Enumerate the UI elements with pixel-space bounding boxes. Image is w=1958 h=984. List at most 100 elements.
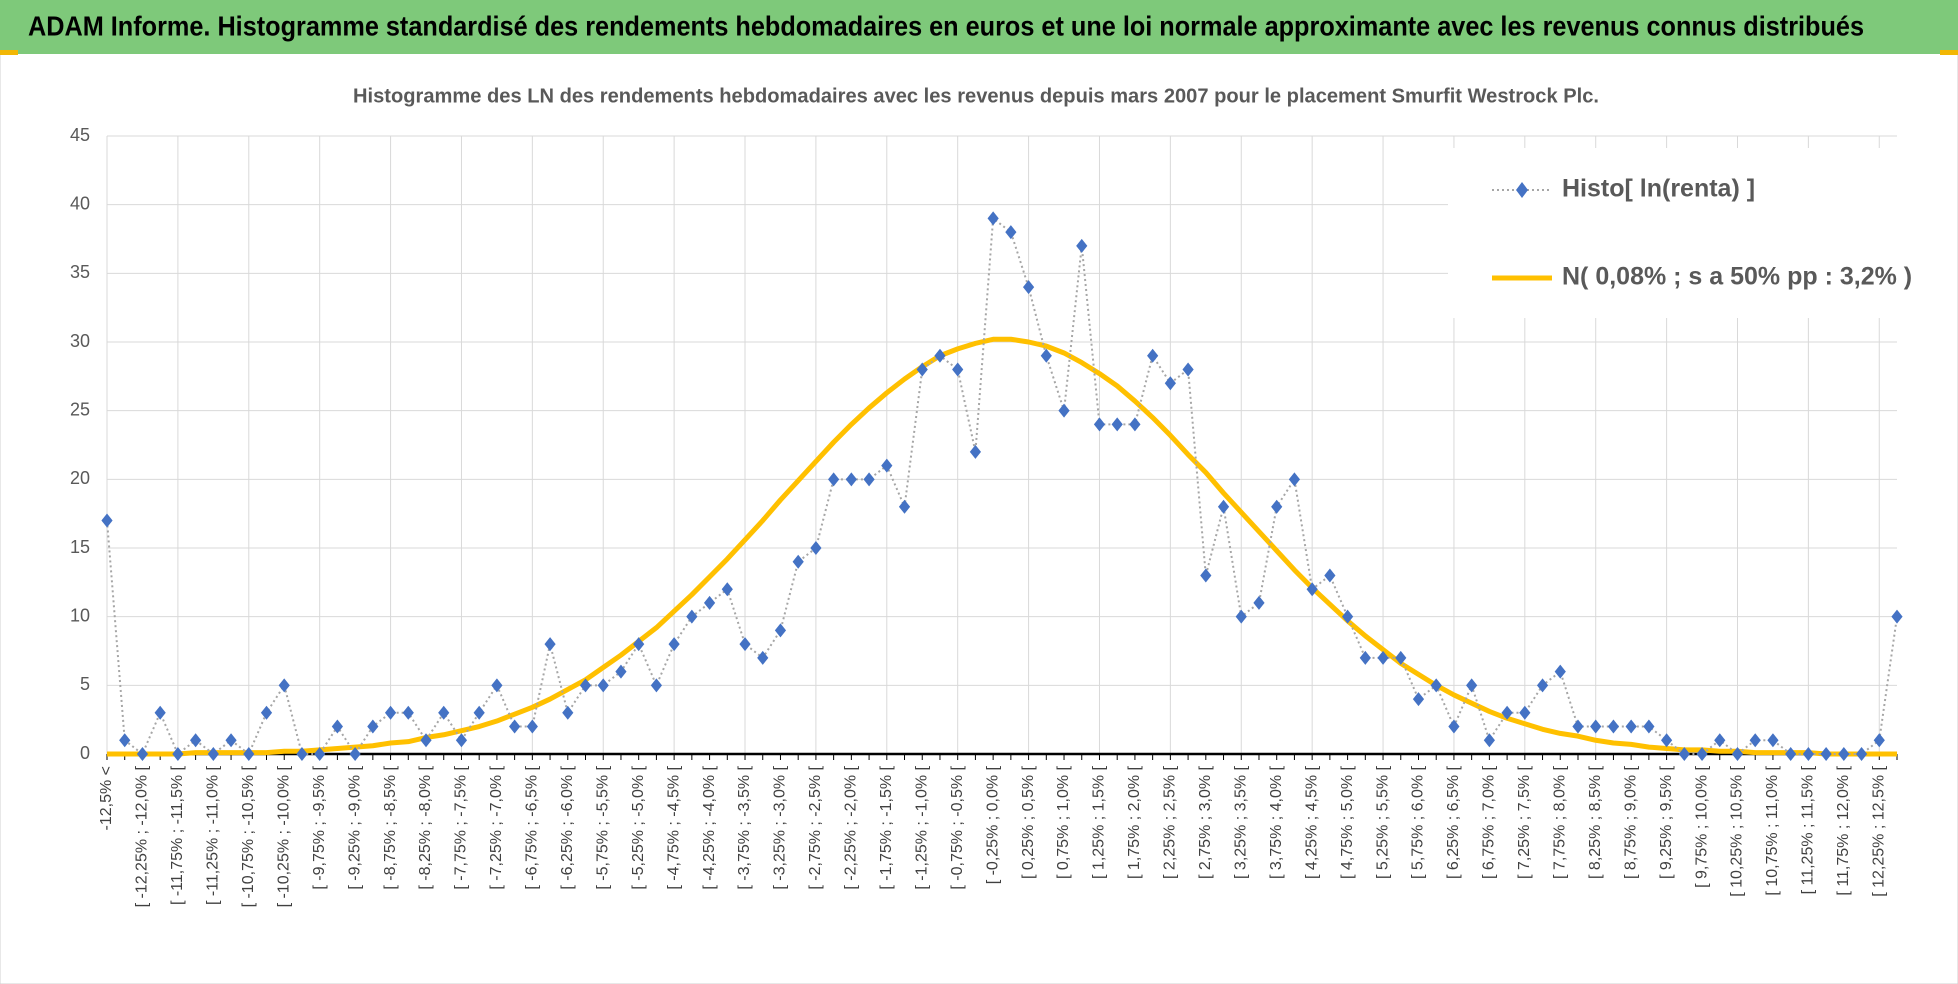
legend-swatch — [1516, 182, 1528, 198]
histo-marker — [615, 664, 627, 679]
histo-marker — [154, 705, 166, 720]
x-tick-label: [ -6,75% ; -6,5% [ — [524, 765, 541, 889]
page-title: ADAM Informe. Histogramme standardisé de… — [28, 10, 1864, 41]
x-tick-label: [ 8,75% ; 9,0% [ — [1622, 765, 1639, 879]
x-tick-label: [ -5,75% ; -5,5% [ — [594, 765, 611, 889]
histo-marker — [1572, 719, 1584, 734]
x-tick-label: [ -10,75% ; -10,5% [ — [240, 765, 257, 907]
histo-marker — [757, 650, 769, 665]
histo-marker — [1731, 747, 1744, 761]
histo-marker — [1217, 499, 1230, 514]
histo-marker — [1111, 417, 1123, 432]
histo-marker — [934, 348, 946, 363]
x-tick-label: [ -1,75% ; -1,5% [ — [878, 765, 895, 889]
histo-marker — [916, 362, 928, 377]
y-tick-label: 25 — [70, 399, 90, 419]
x-tick-label: [ -8,75% ; -8,5% [ — [382, 765, 399, 889]
histo-marker — [1678, 747, 1690, 761]
histo-marker — [1324, 568, 1336, 583]
x-tick-label: [ -9,25% ; -9,0% [ — [346, 765, 363, 889]
histo-marker — [1271, 499, 1283, 514]
histo-marker — [1253, 595, 1265, 610]
histo-marker — [739, 637, 751, 652]
histo-marker — [1093, 417, 1106, 432]
histo-marker — [1554, 664, 1566, 679]
histo-marker — [810, 541, 822, 555]
x-tick-label: [ 7,25% ; 7,5% [ — [1516, 765, 1533, 879]
x-tick-label: [ 6,25% ; 6,5% [ — [1445, 765, 1462, 879]
histo-marker — [1536, 678, 1549, 693]
histo-marker — [225, 733, 237, 748]
histo-marker — [1022, 280, 1035, 295]
x-tick-label: [ 10,25% ; 10,5% [ — [1729, 765, 1746, 896]
histo-marker — [296, 747, 308, 761]
histo-marker — [1625, 719, 1637, 734]
histo-marker — [1306, 582, 1318, 597]
y-tick-label: 45 — [70, 125, 90, 145]
legend-label: Histo[ ln(renta) ] — [1562, 175, 1755, 203]
x-tick-label: [ -5,25% ; -5,0% [ — [630, 765, 647, 889]
histo-marker — [455, 733, 468, 748]
histo-marker — [1820, 747, 1832, 761]
histo-marker — [952, 362, 964, 377]
histo-marker — [509, 719, 521, 734]
histo-marker — [349, 747, 361, 761]
histo-marker — [1891, 609, 1903, 624]
x-tick-label: [ 12,25% ; 12,5% [ — [1870, 765, 1887, 896]
y-tick-label: 40 — [70, 193, 90, 213]
y-tick-label: 10 — [70, 605, 90, 625]
histo-marker — [207, 747, 219, 761]
histo-marker — [136, 747, 149, 761]
histo-marker — [987, 211, 999, 226]
x-tick-label: [ -0,25% ; 0,0% [ — [984, 765, 1001, 884]
histo-marker — [367, 719, 379, 734]
x-tick-label: [ 1,25% ; 1,5% [ — [1091, 765, 1108, 879]
histo-marker — [544, 637, 556, 652]
histo-marker — [172, 747, 184, 761]
histo-marker — [402, 705, 414, 720]
histo-marker — [562, 705, 574, 720]
x-tick-label: [ -8,25% ; -8,0% [ — [417, 765, 434, 889]
x-tick-label: [ 5,75% ; 6,0% [ — [1410, 765, 1427, 879]
histo-marker — [1182, 362, 1194, 377]
x-tick-label: [ -4,75% ; -4,5% [ — [665, 765, 682, 889]
x-tick-label: [ 6,75% ; 7,0% [ — [1481, 765, 1498, 879]
histo-marker — [881, 458, 893, 473]
x-tick-label: [ -4,25% ; -4,0% [ — [701, 765, 718, 889]
histo-marker — [190, 733, 202, 748]
histo-marker — [1076, 238, 1088, 253]
corner-mark — [1940, 50, 1958, 55]
x-tick-label: [ -11,25% ; -11,0% [ — [205, 765, 222, 905]
histo-marker — [1448, 719, 1460, 734]
histo-marker — [243, 747, 255, 761]
x-tick-label: [ 2,75% ; 3,0% [ — [1197, 765, 1214, 879]
x-tick-label: -12,5% < — [98, 766, 115, 830]
histo-marker — [597, 678, 609, 693]
histo-marker — [1855, 747, 1868, 761]
x-tick-label: [ 9,75% ; 10,0% [ — [1693, 765, 1710, 887]
histo-marker — [1235, 609, 1247, 624]
histo-marker — [863, 472, 875, 487]
histo-marker — [1395, 650, 1407, 665]
histo-marker — [278, 678, 290, 693]
histo-marker — [438, 705, 450, 720]
histo-marker — [703, 595, 716, 610]
x-tick-label: [ -6,25% ; -6,0% [ — [559, 765, 576, 889]
histo-marker — [1377, 650, 1389, 665]
histo-marker — [119, 733, 131, 748]
histo-marker — [384, 705, 397, 720]
histo-marker — [633, 637, 645, 652]
x-tick-label: [ 0,25% ; 0,5% [ — [1020, 765, 1037, 879]
histo-marker — [491, 678, 503, 693]
histo-marker — [1359, 650, 1371, 665]
y-tick-label: 35 — [70, 262, 90, 282]
histo-marker — [1714, 733, 1726, 748]
y-tick-label: 0 — [80, 743, 90, 763]
histo-marker — [1040, 348, 1052, 363]
histo-marker — [1519, 705, 1531, 720]
corner-mark — [0, 50, 18, 55]
histo-marker — [260, 705, 273, 720]
histo-marker — [1483, 733, 1495, 748]
x-tick-label: [ 1,75% ; 2,0% [ — [1126, 765, 1143, 879]
histo-marker — [1147, 348, 1159, 363]
